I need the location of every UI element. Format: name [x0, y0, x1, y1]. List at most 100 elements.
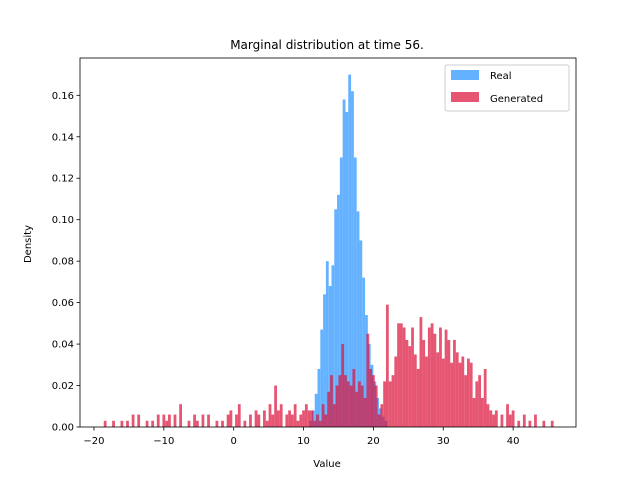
bar-generated [330, 375, 333, 427]
bar-generated [257, 414, 261, 427]
bar-generated [299, 414, 303, 427]
bar-generated [235, 414, 238, 427]
bar-generated [277, 410, 280, 427]
bar-generated [279, 404, 283, 427]
bar-generated [318, 420, 322, 427]
bar-generated [243, 420, 247, 427]
bar-generated [528, 420, 532, 427]
bar-generated [360, 385, 364, 427]
bar-generated [346, 381, 350, 427]
bar-real [373, 381, 377, 427]
bar-real [381, 416, 385, 427]
legend-label-generated: Generated [490, 94, 543, 105]
bar-generated [229, 410, 233, 427]
bar-real [325, 261, 329, 427]
bar-generated [254, 410, 258, 427]
bar-generated [302, 410, 305, 427]
bar-generated [402, 327, 406, 427]
bar-generated [427, 327, 431, 427]
bar-generated [453, 339, 456, 427]
bar-generated [271, 414, 275, 427]
bar-generated [332, 404, 336, 427]
legend-swatch-generated [451, 92, 479, 102]
bar-real [356, 211, 360, 427]
bar-generated [207, 414, 210, 427]
bar-generated [145, 420, 149, 427]
bar-generated [324, 414, 328, 427]
x-tick-label: 40 [507, 436, 520, 447]
bar-generated [377, 414, 381, 427]
bar-generated [352, 368, 356, 427]
bar-generated [137, 414, 141, 427]
bar-real [362, 277, 366, 427]
bar-generated [478, 375, 481, 427]
series-generated-bars [103, 304, 554, 427]
bar-generated [363, 397, 367, 427]
bar-generated [372, 375, 375, 427]
bar-generated [369, 368, 373, 427]
bar-generated [179, 404, 182, 427]
bar-generated [226, 414, 230, 427]
bar-real [348, 74, 352, 427]
chart-title: Marginal distribution at time 56. [230, 38, 424, 52]
bar-generated [310, 410, 314, 427]
y-tick-label: 0.12 [52, 174, 74, 185]
bar-generated [307, 410, 311, 427]
bar-real [353, 157, 357, 427]
bar-generated [422, 339, 426, 427]
bar-generated [237, 404, 241, 427]
bar-real [323, 294, 326, 427]
bar-generated [489, 410, 493, 427]
bar-real [367, 344, 371, 427]
bar-generated [534, 414, 537, 427]
x-tick-label: 0 [231, 436, 237, 447]
bar-generated [341, 344, 345, 427]
bar-generated [492, 414, 495, 427]
bar-generated [475, 381, 479, 427]
y-tick-label: 0.16 [52, 91, 74, 102]
bar-generated [542, 420, 546, 427]
bar-generated [374, 385, 378, 427]
bar-generated [288, 410, 291, 427]
y-tick-label: 0.10 [52, 215, 74, 226]
y-tick-label: 0.00 [52, 423, 74, 434]
axes-frame [79, 57, 577, 428]
bar-generated [522, 414, 526, 427]
bar-generated [419, 317, 423, 427]
bar-generated [464, 375, 468, 427]
bar-generated [201, 414, 205, 427]
bar-generated [313, 420, 317, 427]
bar-generated [483, 368, 487, 427]
bar-generated [321, 404, 325, 427]
bar-generated [444, 329, 448, 427]
bar-real [337, 194, 340, 427]
bar-generated [441, 358, 445, 427]
bar-generated [391, 375, 395, 427]
bar-generated [511, 410, 515, 427]
bar-generated [494, 410, 498, 427]
bar-real [334, 209, 338, 427]
bar-generated [480, 397, 484, 427]
axes: −20 −10 0 10 20 30 40 0.00 0.02 0.04 0.06 0.08 0.10 0… [52, 57, 577, 447]
bar-generated [500, 414, 504, 427]
bar-generated [120, 420, 124, 427]
bar-real [359, 240, 363, 427]
bar-generated [126, 420, 129, 427]
bar-generated [433, 333, 437, 427]
x-tick-label: −20 [83, 436, 104, 447]
bar-generated [430, 323, 434, 427]
bar-generated [550, 420, 554, 427]
bar-real [309, 420, 312, 427]
bar-real [339, 157, 343, 427]
bar-generated [268, 404, 272, 427]
bar-generated [394, 356, 398, 427]
bar-generated [358, 381, 361, 427]
bar-real [328, 286, 332, 427]
y-axis-label: Density [23, 225, 34, 263]
legend-swatch-real [451, 70, 479, 80]
bar-generated [187, 420, 191, 427]
bar-generated [344, 375, 347, 427]
bar-generated [383, 381, 386, 427]
bar-generated [335, 385, 339, 427]
